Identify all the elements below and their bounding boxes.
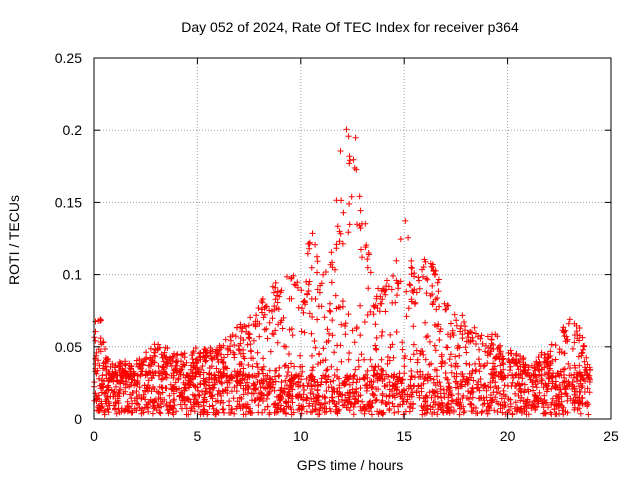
roti-point-markers: [91, 126, 594, 418]
y-tick-label: 0.15: [55, 194, 82, 210]
x-tick-label: 20: [500, 428, 516, 444]
y-tick-label: 0.1: [63, 267, 83, 283]
y-tick-label: 0.25: [55, 50, 82, 66]
plot-frame: [93, 57, 612, 420]
y-tick-label: 0: [74, 411, 82, 427]
axis-ticks: [93, 57, 612, 420]
data-points: [91, 126, 594, 418]
tick-labels: 0 5 10 15 20 25 0 0.05 0.1 0.15 0.2 0.25: [55, 50, 619, 444]
x-tick-label: 0: [90, 428, 98, 444]
x-tick-label: 10: [293, 428, 309, 444]
y-tick-label: 0.05: [55, 339, 82, 355]
x-tick-label: 15: [396, 428, 412, 444]
y-axis-label: ROTI / TECUs: [6, 195, 22, 285]
x-tick-label: 25: [603, 428, 619, 444]
x-tick-label: 5: [194, 428, 202, 444]
y-tick-label: 0.2: [63, 122, 83, 138]
chart-title: Day 052 of 2024, Rate Of TEC Index for r…: [181, 19, 519, 35]
x-axis-label: GPS time / hours: [297, 457, 404, 473]
